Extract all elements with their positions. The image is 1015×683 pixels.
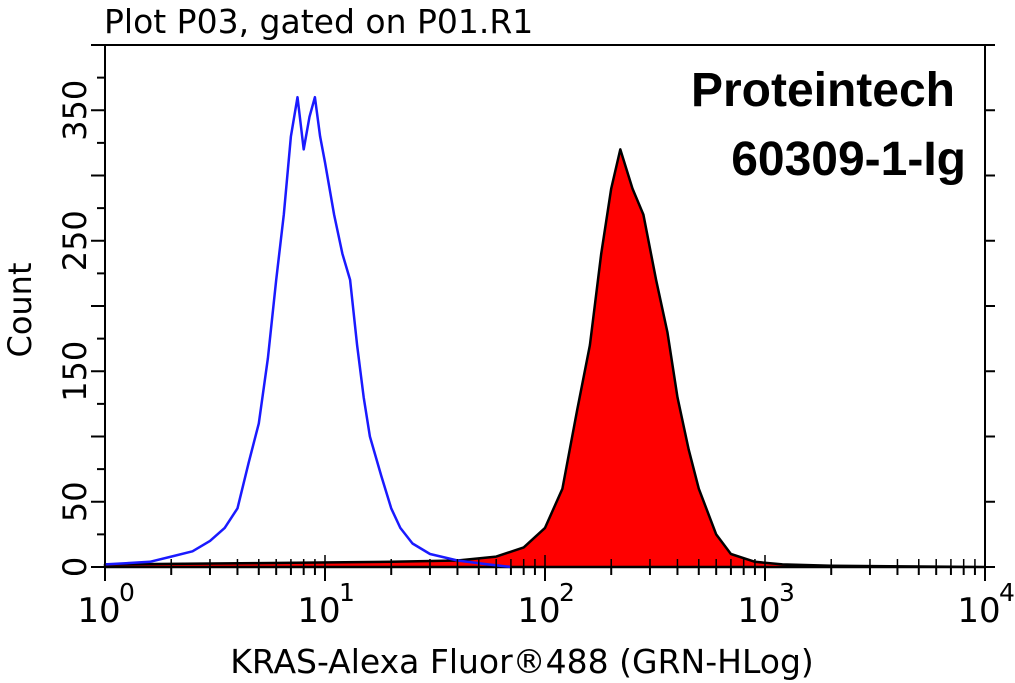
- chart-title: Plot P03, gated on P01.R1: [104, 2, 533, 41]
- x-tick-label: 10: [517, 591, 560, 631]
- series-layer: [103, 95, 987, 569]
- x-tick-label: 10: [297, 591, 340, 631]
- x-axis-label: KRAS-Alexa Fluor®488 (GRN-HLog): [230, 642, 814, 681]
- x-tick-exponent: 2: [559, 578, 575, 607]
- plot-frame: [104, 44, 986, 568]
- x-tick-exponent: 1: [339, 578, 355, 607]
- annotation-company: Proteintech: [691, 64, 955, 117]
- x-tick-label: 10: [77, 591, 120, 631]
- y-axis-ticks: 0 50 150 250 350: [56, 44, 995, 577]
- y-axis-label: Count: [1, 262, 39, 357]
- y-tick-label: 0: [56, 557, 94, 577]
- y-tick-label: 50: [56, 481, 94, 522]
- x-tick-exponent: 0: [119, 578, 135, 607]
- y-tick-label: 250: [56, 210, 94, 271]
- x-tick-label: 10: [737, 591, 780, 631]
- annotation-catalog: 60309-1-Ig: [731, 133, 966, 186]
- y-tick-label: 350: [56, 80, 94, 141]
- x-tick-exponent: 4: [999, 578, 1015, 607]
- series-filled-histogram: [103, 148, 987, 569]
- y-tick-label: 150: [56, 341, 94, 402]
- x-tick-label: 10: [957, 591, 1000, 631]
- x-axis-ticks: 100 101 102 103 104: [77, 555, 1015, 631]
- series-outline-histogram: [104, 95, 512, 569]
- x-tick-exponent: 3: [779, 578, 795, 607]
